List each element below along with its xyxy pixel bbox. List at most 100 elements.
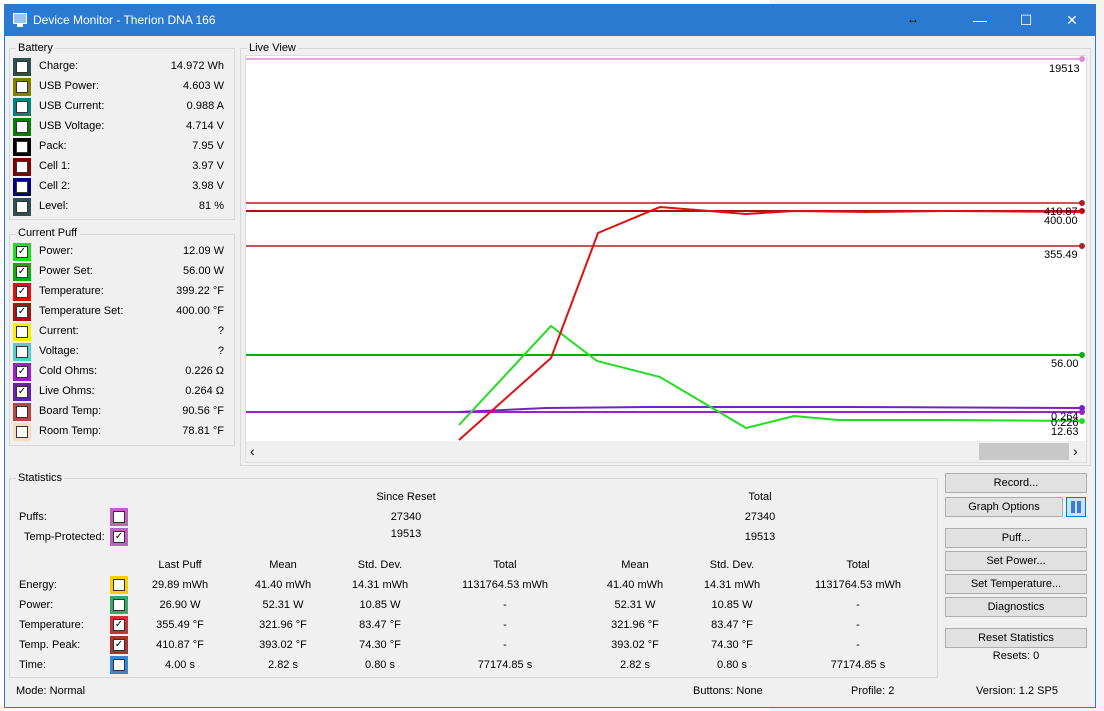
- trace-label-410: 410.87: [1044, 206, 1078, 218]
- battery-group: [9, 48, 235, 220]
- scroll-right-arrow-icon[interactable]: ›: [1073, 443, 1078, 459]
- battery-label: Pack:: [39, 140, 67, 152]
- battery-checkbox-0[interactable]: [13, 58, 31, 76]
- puffs-since-reset: 27340: [390, 511, 422, 523]
- checkmark-icon: ✓: [16, 366, 28, 378]
- maximize-button[interactable]: ☐: [1019, 12, 1033, 28]
- trace-power-marker: [1079, 418, 1085, 424]
- live-view-group: [240, 48, 1091, 466]
- battery-checkbox-4[interactable]: [13, 138, 31, 156]
- stat-cell: 41.40 mWh: [606, 579, 664, 591]
- puff-value: ?: [217, 325, 224, 337]
- live-view-graph: 19513 410.87 400.00 355.49 56.00 0.264 0…: [246, 56, 1085, 441]
- status-mode: Mode: Normal: [16, 685, 86, 697]
- checkmark-icon: [113, 579, 125, 591]
- battery-checkbox-3[interactable]: [13, 118, 31, 136]
- stat-cell: 77174.85 s: [477, 659, 533, 671]
- checkmark-icon: [16, 426, 28, 438]
- stat-row-checkbox[interactable]: [110, 656, 128, 674]
- trace-live-ohms-marker: [1079, 405, 1085, 411]
- graph-options-button[interactable]: Graph Options: [945, 497, 1063, 517]
- stat-cell: 4.00 s: [165, 659, 195, 671]
- stat-cell: 410.87 °F: [156, 639, 204, 651]
- puff-checkbox-5[interactable]: [13, 343, 31, 361]
- battery-label: Cell 2:: [39, 180, 71, 192]
- checkmark-icon: ✓: [16, 246, 28, 258]
- stat-row-checkbox[interactable]: ✓: [110, 616, 128, 634]
- puff-checkbox-3[interactable]: ✓: [13, 303, 31, 321]
- stat-cell: 0.80 s: [717, 659, 747, 671]
- battery-label: USB Voltage:: [39, 120, 105, 132]
- stat-row-label: Temp. Peak:: [19, 639, 81, 651]
- battery-value: 14.972 Wh: [170, 60, 224, 72]
- reset-statistics-button[interactable]: Reset Statistics: [945, 628, 1087, 648]
- puff-checkbox-6[interactable]: ✓: [13, 363, 31, 381]
- puff-checkbox-2[interactable]: ✓: [13, 283, 31, 301]
- title-bar[interactable]: Device Monitor - Therion DNA 166 ↔ — ☐ ✕: [5, 5, 1095, 36]
- battery-label: Cell 1:: [39, 160, 71, 172]
- battery-checkbox-5[interactable]: [13, 158, 31, 176]
- close-button[interactable]: ✕: [1066, 12, 1078, 28]
- stat-row-checkbox[interactable]: [110, 576, 128, 594]
- statistics-group: [9, 478, 938, 678]
- stat-cell: -: [856, 619, 860, 631]
- battery-checkbox-7[interactable]: [13, 198, 31, 216]
- puffs-checkbox[interactable]: [110, 508, 128, 526]
- trace-label-1263: 12.63: [1051, 426, 1079, 438]
- stat-cell: 52.31 W: [262, 599, 304, 611]
- status-buttons: Buttons: None: [693, 685, 763, 697]
- puff-checkbox-7[interactable]: ✓: [13, 383, 31, 401]
- battery-value: 7.95 V: [192, 140, 224, 152]
- record-button[interactable]: Record...: [945, 473, 1087, 493]
- temp-protected-checkbox[interactable]: ✓: [110, 528, 128, 546]
- scrollbar-thumb[interactable]: [979, 443, 1069, 460]
- set-power-button[interactable]: Set Power...: [945, 551, 1087, 571]
- horizontal-scrollbar[interactable]: ‹ ›: [246, 441, 1086, 462]
- trace-live-ohms: [458, 406, 1083, 413]
- battery-checkbox-2[interactable]: [13, 98, 31, 116]
- stat-row-checkbox[interactable]: [110, 596, 128, 614]
- battery-checkbox-1[interactable]: [13, 78, 31, 96]
- puffs-total: 27340: [744, 511, 776, 523]
- puff-checkbox-1[interactable]: ✓: [13, 263, 31, 281]
- stat-cell: 0.80 s: [365, 659, 395, 671]
- puffs-label: Puffs:: [19, 511, 47, 523]
- puff-checkbox-4[interactable]: [13, 323, 31, 341]
- stat-cell: 83.47 °F: [359, 619, 401, 631]
- puff-checkbox-0[interactable]: ✓: [13, 243, 31, 261]
- statistics-group-label: Statistics: [16, 472, 65, 484]
- puff-value: 12.09 W: [183, 245, 224, 257]
- trace-temperature: [458, 205, 1083, 441]
- stat-row-label: Energy:: [19, 579, 57, 591]
- stat-row-label: Time:: [19, 659, 47, 671]
- puff-checkbox-8[interactable]: [13, 403, 31, 421]
- checkmark-icon: [16, 81, 28, 93]
- battery-checkbox-6[interactable]: [13, 178, 31, 196]
- diagnostics-button[interactable]: Diagnostics: [945, 597, 1087, 617]
- puff-checkbox-9[interactable]: [13, 423, 31, 441]
- checkmark-icon: [16, 121, 28, 133]
- trace-label-0264: 0.264: [1051, 411, 1079, 423]
- battery-label: USB Power:: [39, 80, 99, 92]
- puff-label: Temperature Set:: [39, 305, 124, 317]
- temp-protected-total: 19513: [744, 531, 776, 543]
- checkmark-icon: [16, 61, 28, 73]
- trace-label-56: 56.00: [1051, 358, 1079, 370]
- stat-cell: 14.31 mWh: [351, 579, 409, 591]
- battery-label: Charge:: [39, 60, 79, 72]
- stat-cell: 77174.85 s: [830, 659, 886, 671]
- puff-value: 56.00 W: [183, 265, 224, 277]
- stat-row-checkbox[interactable]: ✓: [110, 636, 128, 654]
- battery-value: 4.603 W: [183, 80, 224, 92]
- stat-cell: 355.49 °F: [156, 619, 204, 631]
- scroll-left-arrow-icon[interactable]: ‹: [250, 443, 255, 459]
- stat-cell: 1131764.53 mWh: [814, 579, 902, 591]
- battery-value: 3.98 V: [192, 180, 224, 192]
- checkmark-icon: ✓: [16, 266, 28, 278]
- puff-value: 399.22 °F: [176, 285, 224, 297]
- minimize-button[interactable]: —: [973, 12, 987, 28]
- pause-button[interactable]: [1066, 497, 1086, 517]
- set-temperature-button[interactable]: Set Temperature...: [945, 574, 1087, 594]
- stat-cell: 2.82 s: [620, 659, 650, 671]
- puff-button[interactable]: Puff...: [945, 528, 1087, 548]
